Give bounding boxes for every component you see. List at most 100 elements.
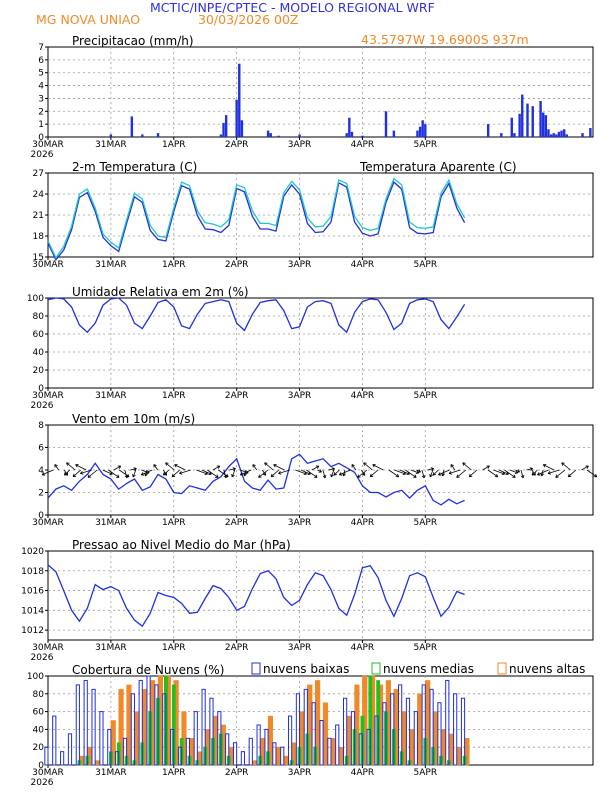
wind-arrow-head	[555, 474, 559, 478]
wind-ytick-label: 6	[38, 444, 44, 454]
cloud-bar-low	[429, 688, 434, 766]
wind-arrow-head	[585, 465, 589, 469]
clouds-xtick-label: 4APR	[351, 768, 375, 778]
precip-bar	[240, 120, 244, 137]
wind-arrow-head	[117, 465, 122, 469]
wind-arrow	[278, 469, 290, 474]
wind-arrow-head	[486, 465, 490, 469]
wind-arrow-head	[417, 469, 421, 473]
wind-arrow	[64, 469, 71, 476]
precip-bar	[424, 124, 427, 137]
humidity-xtick-label: 31MAR	[95, 391, 127, 401]
humidity-xtick-label: 2APR	[225, 391, 249, 401]
wind-arrow	[258, 469, 269, 478]
cloud-bar-low	[390, 693, 395, 766]
wind-arrow	[482, 465, 490, 471]
cloud-bar-low	[60, 751, 65, 766]
temperature-legend: Temperatura Aparente (C)	[359, 160, 517, 174]
cloud-bar-low	[115, 751, 120, 766]
cloud-bar-low	[201, 688, 206, 766]
precip-ytick-label: 7	[38, 43, 44, 53]
temperature-line-2	[47, 177, 466, 259]
wind-title: Vento em 10m (m/s)	[72, 412, 195, 426]
cloud-bar-low	[327, 737, 332, 766]
wind-arrow	[427, 468, 434, 471]
pressure-panel: 1012 1014 1016 1018 1020 30MAR 31MAR 1APR 2APR 3A…	[21, 538, 594, 663]
wind-arrow-head	[54, 464, 58, 468]
cloud-legend-box	[371, 662, 381, 675]
wind-arrow	[537, 469, 549, 476]
wind-arrow	[196, 469, 208, 475]
header-coords: 43.5797W 19.6900S 937m	[361, 32, 529, 47]
precip-bar	[500, 133, 503, 137]
cloud-bar-low	[382, 702, 387, 766]
pressure-frame	[47, 550, 594, 641]
humidity-ytick-label: 80	[33, 312, 45, 322]
precip-ytick-label: 4	[38, 82, 44, 92]
wind-arrow-head	[63, 472, 68, 476]
wind-xtick-label: 1APR	[162, 518, 186, 528]
cloud-bar-high	[322, 702, 329, 766]
wind-arrow	[66, 462, 76, 471]
wind-arrow-head	[529, 467, 533, 471]
wind-arrow-head	[262, 472, 267, 476]
wind-ytick-label: 2	[38, 489, 44, 499]
wind-arrow	[132, 469, 137, 478]
cloud-bar-low	[130, 693, 135, 766]
wind-arrow-head	[163, 472, 167, 476]
wind-arrow-head	[448, 470, 453, 475]
wind-arrow-head	[450, 464, 454, 468]
wind-arrow	[113, 465, 121, 471]
wind-arrow-head	[395, 473, 400, 478]
precip-ytick-label: 0	[38, 133, 44, 143]
temperature-ytick-label: 15	[33, 253, 44, 263]
cloud-bar-low	[177, 746, 183, 766]
wind-arrow-head	[124, 474, 129, 479]
humidity-line-1	[47, 297, 466, 334]
precip-ytick-label: 3	[38, 94, 44, 104]
precip-year-label: 2026	[31, 150, 54, 160]
precip-bar	[238, 63, 241, 137]
wind-panel: 0 2 4 6 8 30MAR 31MAR 1APR 2APR 3APR 4APR 5APR Vento…	[32, 412, 598, 528]
precip-xtick-label: 3APR	[288, 140, 312, 150]
cloud-bar-high	[134, 711, 140, 766]
wind-arrow	[561, 462, 571, 471]
wind-arrow	[141, 469, 153, 476]
wind-arrow-head	[333, 472, 337, 476]
precip-bar	[269, 133, 272, 137]
wind-xtick-label: 2APR	[225, 518, 249, 528]
wind-ytick-label: 0	[38, 511, 44, 521]
precipitation-panel: 0 1 2 3 4 5 6 7 30MAR 31MAR 1APR 2APR 3APR 4APR 5APR 20…	[31, 34, 594, 160]
precip-ytick-label: 5	[38, 69, 44, 79]
wind-arrow-head	[432, 472, 437, 476]
precip-bar	[421, 120, 424, 137]
humidity-ytick-label: 40	[33, 348, 45, 358]
wind-arrow-head	[357, 474, 361, 478]
cloud-legend-label: nuvens baixas	[263, 662, 349, 676]
clouds-year-label: 2026	[31, 778, 54, 788]
wind-arrow	[124, 469, 128, 479]
wind-arrow	[450, 464, 456, 471]
wind-arrow	[42, 469, 54, 476]
humidity-ytick-label: 0	[38, 384, 44, 394]
wind-arrow-head	[215, 474, 219, 478]
wind-arrow-head	[330, 473, 334, 478]
precip-bar	[510, 117, 513, 137]
cloud-bar-high	[118, 689, 124, 766]
wind-arrow-head	[542, 463, 547, 468]
wind-arrow-head	[165, 462, 169, 466]
wind-arrow-head	[273, 463, 277, 468]
wind-arrow	[498, 469, 509, 475]
wind-arrow	[273, 464, 285, 471]
humidity-ytick-label: 100	[27, 294, 44, 304]
pressure-ytick-label: 1020	[21, 547, 44, 557]
wind-arrow	[223, 469, 227, 479]
wind-arrow-head	[531, 472, 536, 476]
precip-bar	[235, 99, 238, 137]
wind-arrow	[207, 469, 219, 478]
cloud-bar-low	[75, 684, 80, 766]
wind-line-1	[47, 453, 465, 506]
precip-bar	[277, 135, 280, 137]
wind-arrow-head	[512, 474, 516, 478]
wind-arrow-head	[314, 474, 318, 478]
